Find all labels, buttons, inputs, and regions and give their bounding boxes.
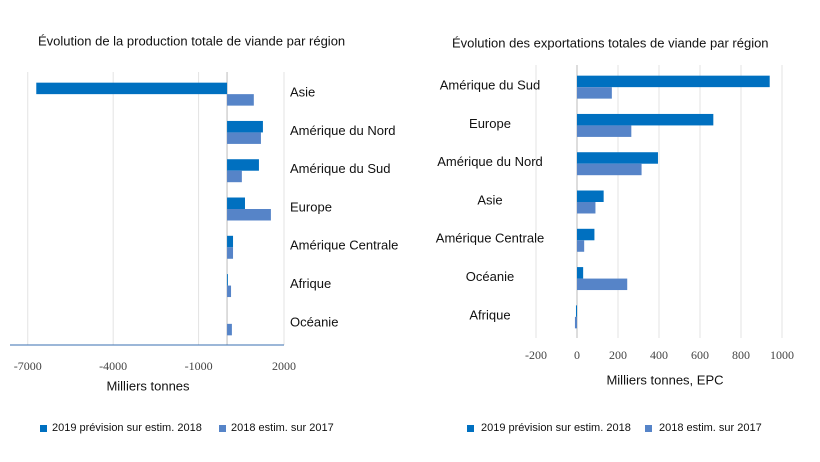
x-axis-label: Milliers tonnes, EPC — [606, 372, 723, 387]
bar — [577, 87, 612, 99]
category-label: Océanie — [466, 269, 514, 284]
category-label: Amérique Centrale — [436, 231, 544, 246]
bar — [227, 285, 232, 298]
bar — [577, 113, 714, 126]
bar — [227, 197, 245, 209]
x-tick-label: 0 — [574, 348, 580, 362]
x-tick-label: -200 — [525, 348, 547, 362]
category-label: Europe — [469, 116, 511, 131]
bar — [227, 323, 232, 336]
bar — [227, 274, 228, 286]
x-tick-label: 1000 — [770, 348, 794, 362]
bar — [577, 125, 632, 137]
x-tick-label: -1000 — [185, 359, 213, 373]
category-label: Asie — [477, 192, 502, 207]
category-label: Amérique Centrale — [290, 238, 398, 253]
legend-label: 2018 estim. sur 2017 — [659, 422, 762, 434]
bar — [575, 305, 577, 317]
category-label: Asie — [290, 85, 315, 100]
bar — [577, 267, 584, 279]
legend-swatch — [40, 425, 47, 432]
x-tick-label: 400 — [650, 348, 668, 362]
legend-label: 2019 prévision sur estim. 2018 — [52, 422, 202, 434]
bar — [577, 190, 604, 202]
x-axis-label: Milliers tonnes — [106, 378, 190, 393]
bar — [227, 235, 234, 248]
category-label: Europe — [290, 199, 332, 214]
category-label: Océanie — [290, 314, 338, 329]
category-label: Amérique du Nord — [437, 154, 543, 169]
x-tick-label: -7000 — [14, 359, 42, 373]
category-label: Amérique du Sud — [440, 78, 540, 93]
bar — [227, 170, 242, 183]
bar — [227, 159, 259, 171]
bar — [577, 228, 595, 241]
chart-title: Évolution de la production totale de via… — [38, 33, 345, 48]
legend-swatch — [219, 425, 226, 432]
bar — [577, 240, 585, 252]
bar — [227, 94, 254, 106]
category-label: Amérique du Nord — [290, 123, 396, 138]
bar — [577, 163, 642, 176]
x-tick-label: 200 — [609, 348, 627, 362]
legend-label: 2018 estim. sur 2017 — [231, 422, 334, 434]
legend-swatch — [467, 425, 474, 432]
category-label: Afrique — [290, 276, 331, 291]
chart-title: Évolution des exportations totales de vi… — [452, 35, 769, 50]
x-tick-label: 2000 — [272, 359, 296, 373]
bar — [577, 152, 658, 164]
x-tick-label: 800 — [732, 348, 750, 362]
bar — [577, 202, 596, 214]
x-tick-label: -4000 — [99, 359, 127, 373]
bar — [227, 209, 271, 221]
x-tick-label: 600 — [691, 348, 709, 362]
category-label: Afrique — [469, 307, 510, 322]
bar — [36, 82, 228, 95]
legend-swatch — [645, 425, 652, 432]
bar — [227, 132, 261, 144]
bar — [227, 120, 263, 133]
legend-label: 2019 prévision sur estim. 2018 — [481, 422, 631, 434]
category-label: Amérique du Sud — [290, 161, 390, 176]
bar — [577, 278, 628, 291]
bar — [577, 75, 770, 88]
bar — [227, 247, 234, 259]
bar — [574, 316, 577, 329]
